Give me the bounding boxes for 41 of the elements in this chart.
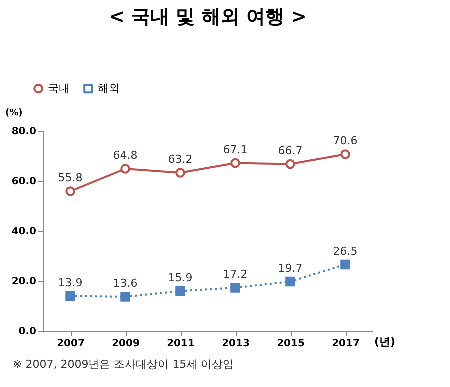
data-label: 63.2 (168, 153, 193, 166)
data-label: 13.9 (58, 276, 83, 290)
x-tick-label: 2009 (112, 338, 140, 350)
point (66, 291, 76, 302)
data-label: 13.6 (113, 277, 138, 290)
x-tick-label: 2011 (167, 338, 195, 350)
point (230, 283, 240, 293)
point (120, 292, 130, 302)
legend-label: 국내 (48, 82, 70, 95)
x-tick-label: 2007 (57, 338, 85, 350)
x-axis-title: (년) (374, 336, 396, 348)
text: ※ 2007, 2009년은 조사대상이 15세 이상임 (13, 358, 234, 371)
data-label: 64.8 (113, 149, 138, 162)
point (286, 276, 296, 287)
y-tick-label: 0.0 (18, 326, 37, 338)
point (176, 168, 186, 178)
y-tick-label: 80.0 (12, 126, 37, 138)
data-label: 67.1 (223, 143, 248, 156)
y-axis-title: (%) (6, 108, 23, 118)
point (340, 150, 350, 160)
point (286, 159, 296, 170)
y-tick-label: 60.0 (12, 176, 37, 188)
data-label: 19.7 (278, 262, 303, 275)
point (230, 158, 240, 168)
x-tick-label: 2015 (277, 338, 305, 350)
data-label: 26.5 (333, 244, 358, 258)
legend-label: 해외 (98, 82, 120, 95)
data-label: 70.6 (333, 134, 358, 148)
x-tick-label: 2013 (222, 338, 250, 350)
y-tick-label: 20.0 (12, 276, 37, 288)
point (176, 286, 186, 296)
x-tick-label: 2017 (332, 338, 360, 350)
data-label: 66.7 (278, 144, 303, 158)
data-label: 17.2 (223, 268, 248, 281)
point (66, 186, 76, 196)
data-label: 15.9 (168, 271, 193, 284)
point (120, 164, 130, 174)
point (340, 260, 350, 270)
chart-title: < 국내 및 해외 여행 > (109, 6, 307, 28)
data-label: 55.8 (58, 172, 83, 184)
y-tick-label: 40.0 (12, 226, 37, 238)
